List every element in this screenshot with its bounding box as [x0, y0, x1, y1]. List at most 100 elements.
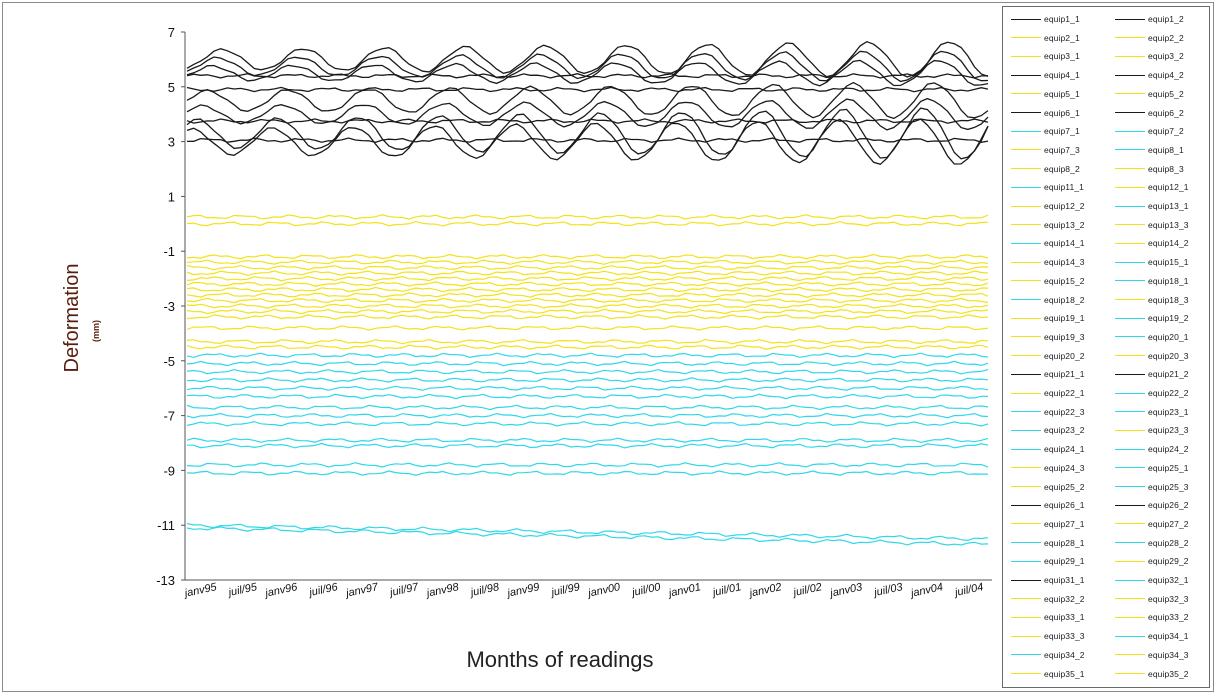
legend-label: equip21_2 — [1148, 369, 1189, 380]
legend-swatch — [1011, 448, 1041, 450]
legend-item: equip4_2 — [1115, 66, 1184, 84]
legend-label: equip28_2 — [1148, 537, 1189, 548]
series-line — [186, 107, 989, 160]
legend-swatch — [1115, 336, 1145, 338]
legend-item: equip32_1 — [1115, 571, 1189, 589]
legend-swatch — [1115, 448, 1145, 450]
legend-item: equip7_2 — [1115, 122, 1184, 140]
y-axis-label: Deformation — [61, 264, 83, 373]
legend-item: equip20_2 — [1011, 347, 1085, 365]
series-line — [186, 73, 989, 79]
x-tick-label: juil/99 — [548, 581, 581, 599]
legend-label: equip12_2 — [1044, 201, 1085, 211]
legend-item: equip29_1 — [1011, 552, 1085, 570]
legend-swatch — [1011, 504, 1041, 506]
legend-swatch — [1011, 18, 1041, 20]
legend-item: equip22_1 — [1011, 384, 1085, 402]
legend-item: equip34_3 — [1115, 646, 1189, 664]
legend-item: equip14_2 — [1115, 234, 1189, 252]
legend-label: equip14_2 — [1148, 238, 1189, 249]
legend-swatch — [1011, 261, 1041, 263]
legend-swatch — [1011, 93, 1041, 95]
legend-label: equip32_2 — [1044, 593, 1085, 604]
legend-swatch — [1115, 242, 1145, 244]
legend-item: equip8_1 — [1115, 141, 1184, 159]
legend-item: equip13_1 — [1115, 197, 1189, 215]
legend-label: equip8_2 — [1044, 163, 1080, 174]
legend-swatch — [1011, 467, 1041, 469]
legend-swatch — [1115, 55, 1145, 57]
legend-label: equip1_2 — [1148, 14, 1184, 24]
series-line — [186, 81, 989, 120]
legend-item: equip1_1 — [1011, 10, 1080, 28]
legend-swatch — [1115, 373, 1145, 375]
legend-item: equip21_2 — [1115, 365, 1189, 383]
legend-label: equip35_1 — [1044, 668, 1085, 679]
legend-label: equip11_1 — [1044, 182, 1084, 193]
legend-item: equip26_1 — [1011, 496, 1085, 514]
x-tick-label: janv99 — [504, 581, 540, 600]
legend-label: equip1_1 — [1044, 14, 1080, 24]
legend-swatch — [1011, 411, 1041, 413]
y-tick-label: -3 — [163, 299, 175, 314]
legend-item: equip22_2 — [1115, 384, 1189, 402]
y-tick-label: 7 — [168, 25, 175, 40]
legend-swatch — [1011, 168, 1041, 170]
series-line — [186, 281, 989, 287]
legend-item: equip18_3 — [1115, 291, 1189, 309]
series-line — [186, 421, 989, 427]
legend-item: equip19_1 — [1011, 309, 1085, 327]
legend-item: equip14_1 — [1011, 234, 1085, 252]
legend-swatch — [1011, 242, 1041, 244]
series-line — [186, 264, 989, 271]
legend-swatch — [1115, 616, 1145, 618]
legend-item: equip33_1 — [1011, 608, 1085, 626]
legend-item: equip24_2 — [1115, 440, 1189, 458]
series-line — [186, 526, 989, 546]
legend-item: equip14_3 — [1011, 253, 1085, 271]
series-line — [186, 86, 989, 93]
x-tick-label: juil/95 — [226, 581, 259, 599]
series-layer — [186, 40, 989, 546]
legend-swatch — [1115, 654, 1145, 656]
legend-item: equip18_1 — [1115, 272, 1189, 290]
legend-label: equip7_3 — [1044, 144, 1080, 155]
legend-label: equip3_1 — [1044, 51, 1080, 62]
legend-item: equip27_1 — [1011, 515, 1085, 533]
legend-item: equip6_1 — [1011, 104, 1080, 122]
legend-item: equip32_3 — [1115, 590, 1189, 608]
y-tick-label: -5 — [163, 354, 175, 369]
legend-label: equip26_2 — [1148, 500, 1189, 511]
series-line — [186, 303, 989, 309]
x-tick-label: janv00 — [585, 581, 622, 600]
legend-item: equip28_2 — [1115, 534, 1189, 552]
series-line — [186, 377, 989, 383]
legend-label: equip33_3 — [1044, 631, 1085, 642]
chart-plot: 7 5 3 1 -1 -3 -5 -7 -9 -11 -13 janv95 juil/95 janv96… — [61, 25, 992, 672]
legend-label: equip15_2 — [1044, 275, 1085, 286]
legend-label: equip27_2 — [1148, 518, 1189, 529]
legend-item: equip11_1 — [1011, 178, 1084, 196]
legend-item: equip7_3 — [1011, 141, 1080, 159]
series-line — [186, 286, 989, 293]
legend-label: equip25_1 — [1148, 462, 1189, 473]
legend-item: equip32_2 — [1011, 590, 1085, 608]
series-line — [186, 59, 989, 87]
legend-swatch — [1011, 523, 1041, 525]
series-line — [186, 412, 989, 419]
legend-item: equip18_2 — [1011, 291, 1085, 309]
legend-item: equip13_2 — [1011, 216, 1085, 234]
legend-label: equip22_1 — [1044, 388, 1085, 398]
legend-label: equip33_1 — [1044, 612, 1085, 623]
series-line — [186, 325, 989, 331]
legend-swatch — [1115, 355, 1145, 357]
series-line — [186, 220, 989, 227]
x-tick-label: janv01 — [666, 581, 702, 600]
legend-swatch — [1115, 112, 1145, 113]
legend-label: equip33_2 — [1148, 612, 1189, 623]
legend: equip1_1 equip1_2 equip2_1 equip2_2 equip3_1… — [1002, 6, 1210, 688]
series-line — [186, 344, 989, 350]
series-line — [186, 462, 989, 468]
legend-label: equip7_1 — [1044, 126, 1080, 137]
legend-item: equip2_1 — [1011, 29, 1080, 47]
